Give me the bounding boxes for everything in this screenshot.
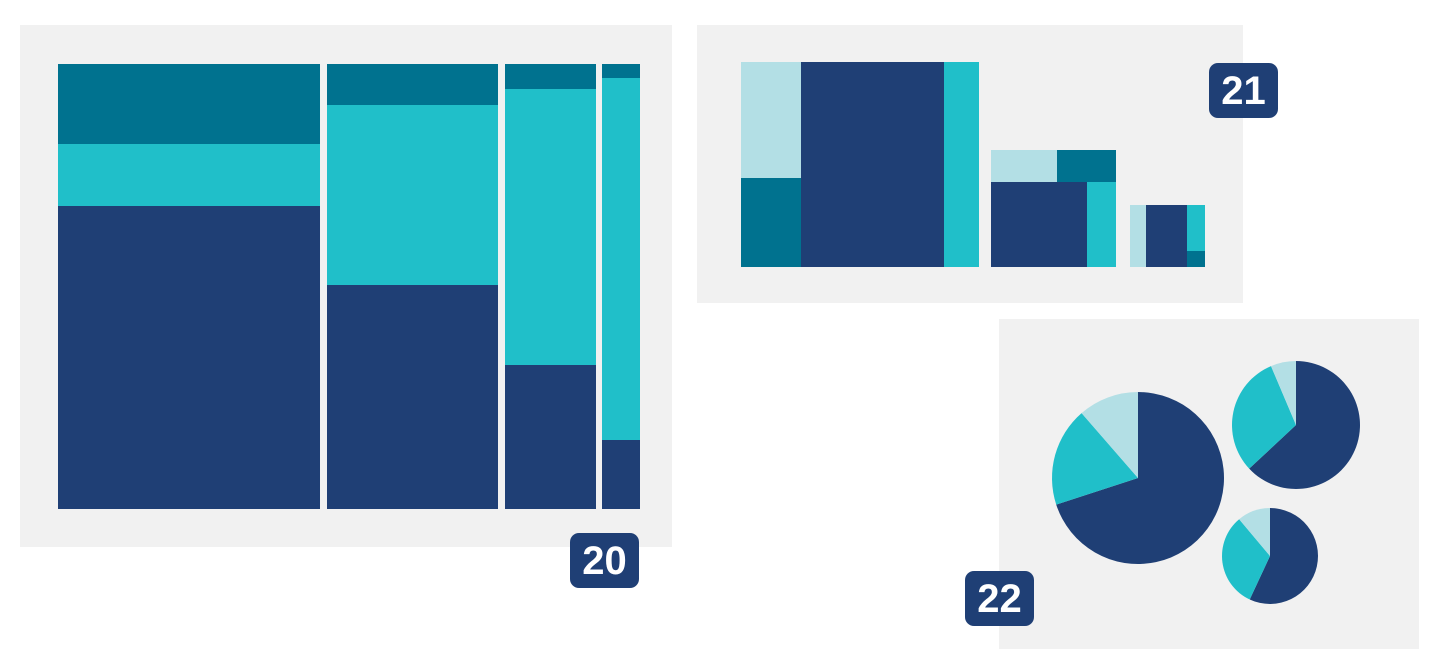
tile xyxy=(327,64,498,105)
pie-slice xyxy=(1232,366,1296,469)
pie-slice xyxy=(1270,361,1296,425)
badge-label: 22 xyxy=(977,577,1022,621)
badge xyxy=(965,571,1034,626)
tile xyxy=(741,62,801,178)
tile xyxy=(991,150,1057,182)
treemap-panel: 21 xyxy=(697,25,1278,303)
badge xyxy=(1209,63,1278,118)
tile xyxy=(327,285,498,509)
pie-slice xyxy=(1222,519,1270,600)
tile xyxy=(1057,150,1116,182)
pie-slice xyxy=(1249,361,1360,490)
tile xyxy=(944,62,979,267)
tile xyxy=(801,62,944,267)
tile xyxy=(505,89,596,365)
tile xyxy=(602,440,640,509)
pie-slice xyxy=(1249,508,1319,604)
tile xyxy=(602,64,640,78)
tile xyxy=(991,182,1087,267)
tile xyxy=(58,64,320,144)
tile xyxy=(505,64,596,89)
pie-slice xyxy=(1056,392,1224,564)
tile xyxy=(602,78,640,440)
tile xyxy=(1130,205,1146,267)
tile xyxy=(1087,182,1116,267)
pie-slice xyxy=(1239,508,1270,556)
tile xyxy=(327,105,498,285)
tile xyxy=(1187,251,1205,267)
tile xyxy=(1146,205,1187,267)
tile xyxy=(58,144,320,206)
tile xyxy=(505,365,596,509)
mosaic-panel: 20 xyxy=(20,25,672,588)
tile xyxy=(741,178,801,267)
badge-label: 20 xyxy=(582,539,627,583)
badge-label: 21 xyxy=(1221,69,1266,113)
tile xyxy=(58,206,320,509)
pie-slice xyxy=(1052,413,1138,505)
badge xyxy=(570,533,639,588)
tile xyxy=(1187,205,1205,251)
pie-slice xyxy=(1081,392,1138,478)
pie-panel xyxy=(999,319,1419,649)
